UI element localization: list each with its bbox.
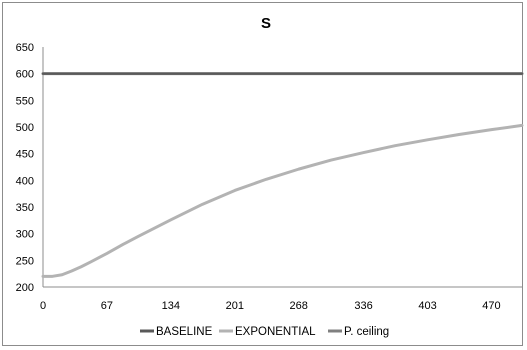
y-tick-label: 350 [16, 202, 34, 214]
y-tick-label: 600 [16, 69, 34, 81]
y-tick-label: 300 [16, 229, 34, 241]
series-line-exponential [41, 123, 524, 278]
legend: BASELINE EXPONENTIAL P. ceiling [140, 326, 389, 338]
legend-label-baseline: BASELINE [156, 326, 213, 338]
x-tick-label: 134 [162, 300, 180, 312]
y-tick-label: 500 [16, 122, 34, 134]
x-tick-label: 0 [40, 300, 46, 312]
x-tick-label: 201 [226, 300, 244, 312]
x-tick-label: 403 [418, 300, 436, 312]
x-tick-label: 470 [482, 300, 500, 312]
y-tick-label: 250 [16, 255, 34, 267]
y-tick-label: 550 [16, 95, 34, 107]
y-tick-label: 400 [16, 175, 34, 187]
chart-title: S [261, 15, 271, 32]
x-tick-label: 67 [101, 300, 113, 312]
legend-label-p-ceiling: P. ceiling [344, 326, 389, 338]
y-tick-label: 200 [16, 282, 34, 294]
axes: 200 250 300 350 400 450 500 550 600 650 0 67 134 201 2… [16, 42, 522, 312]
x-tick-label: 268 [290, 300, 308, 312]
legend-label-exponential: EXPONENTIAL [235, 326, 316, 338]
series-layer [41, 72, 524, 278]
y-tick-label: 450 [16, 149, 34, 161]
chart-frame [2, 2, 523, 346]
x-tick-label: 336 [354, 300, 372, 312]
y-tick-label: 650 [16, 42, 34, 54]
